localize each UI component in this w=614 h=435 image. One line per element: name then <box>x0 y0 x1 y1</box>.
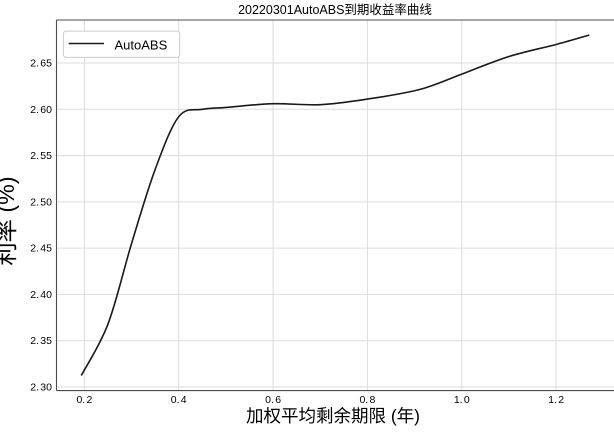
svg-text:2.50: 2.50 <box>30 196 52 208</box>
svg-text:利率 (%): 利率 (%) <box>0 176 19 265</box>
svg-text:2.30: 2.30 <box>30 382 52 394</box>
svg-text:2.35: 2.35 <box>30 335 52 347</box>
svg-text:1.0: 1.0 <box>454 394 470 406</box>
svg-text:加权平均剩余期限 (年): 加权平均剩余期限 (年) <box>246 406 420 426</box>
svg-text:20220301AutoABS到期收益率曲线: 20220301AutoABS到期收益率曲线 <box>238 2 432 17</box>
svg-text:1.2: 1.2 <box>548 394 564 406</box>
svg-text:0.6: 0.6 <box>265 394 281 406</box>
svg-text:0.2: 0.2 <box>76 394 92 406</box>
svg-text:2.65: 2.65 <box>30 58 52 70</box>
svg-text:2.40: 2.40 <box>30 289 52 301</box>
svg-text:0.4: 0.4 <box>171 394 187 406</box>
svg-text:2.55: 2.55 <box>30 150 52 162</box>
svg-text:2.60: 2.60 <box>30 104 52 116</box>
svg-text:AutoABS: AutoABS <box>115 38 168 53</box>
svg-text:2.45: 2.45 <box>30 243 52 255</box>
svg-text:0.8: 0.8 <box>359 394 375 406</box>
